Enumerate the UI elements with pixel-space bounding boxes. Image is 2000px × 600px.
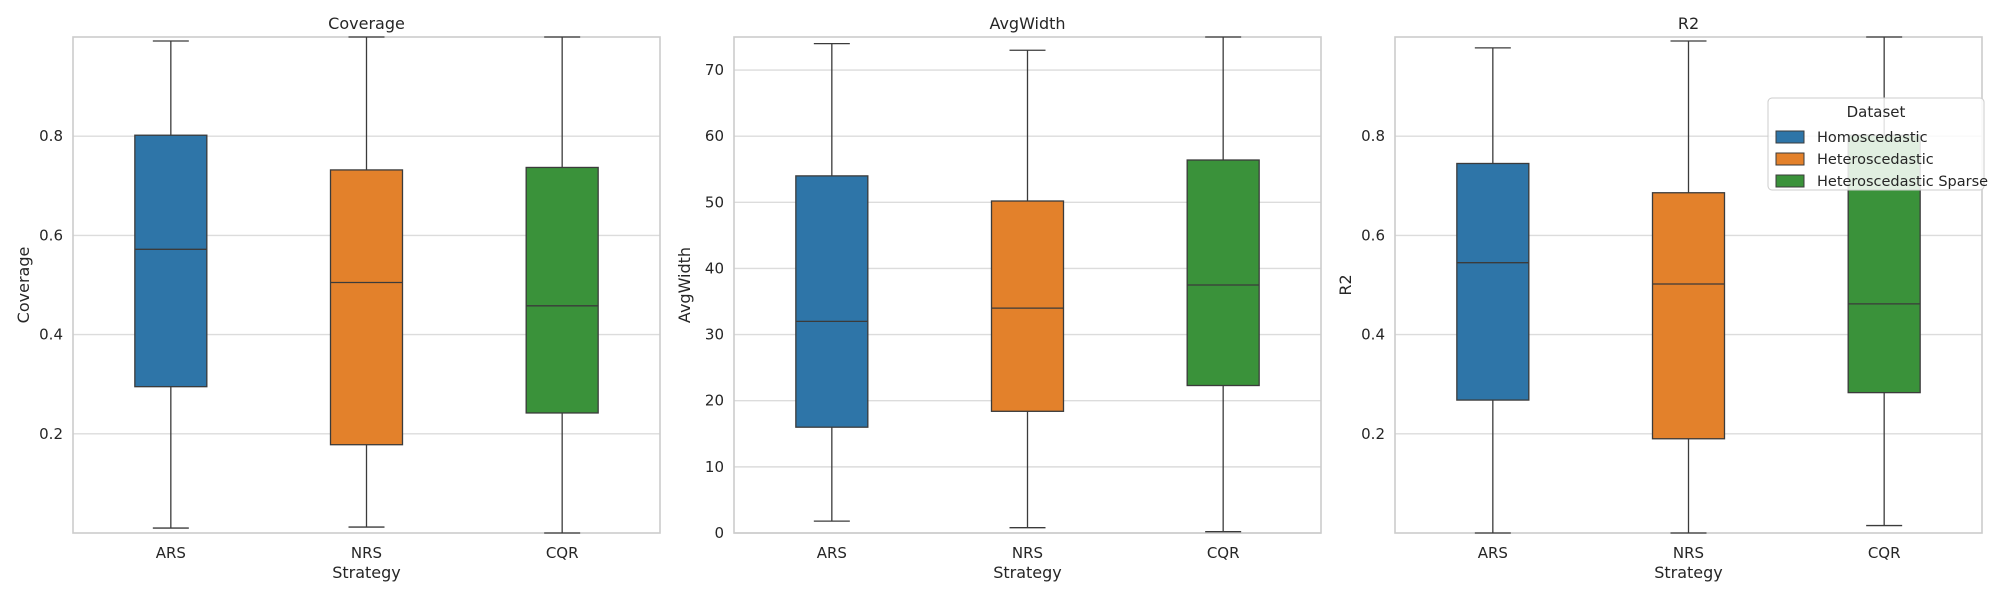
legend-entries: Homoscedastic Heteroscedastic Heteroscedas… xyxy=(1775,130,1988,190)
y-tick-label: 0.4 xyxy=(1361,326,1385,344)
box-iqr xyxy=(990,200,1065,412)
box-iqr xyxy=(134,134,208,388)
y-tick-label: 0.8 xyxy=(39,127,63,145)
box-ars xyxy=(795,42,869,522)
panel-coverage: 0.2 0.4 0.6 0.8 ARS NRS CQR Coverage Strategy Cov… xyxy=(14,14,661,582)
y-axis-label: R2 xyxy=(1336,274,1355,295)
panel-title: R2 xyxy=(1678,14,1699,33)
legend-entry: Heteroscedastic Sparse xyxy=(1775,174,1988,190)
box-nrs xyxy=(990,49,1065,529)
box-iqr xyxy=(795,175,869,428)
y-tick-label: 60 xyxy=(705,127,724,145)
legend: Dataset Homoscedastic Heteroscedastic Hete… xyxy=(1767,97,1988,191)
legend-swatch xyxy=(1775,152,1805,166)
y-tick-label: 0.6 xyxy=(39,226,63,244)
box-iqr xyxy=(329,169,404,446)
y-tick-label: 0 xyxy=(714,524,724,542)
x-tick-label: ARS xyxy=(156,544,186,562)
x-tick-label: NRS xyxy=(1012,544,1043,562)
box-cqr xyxy=(525,36,599,534)
x-tick-label: CQR xyxy=(1207,544,1240,562)
x-tick-label: ARS xyxy=(1478,544,1508,562)
y-tick-label: 50 xyxy=(705,193,724,211)
legend-entry: Homoscedastic xyxy=(1775,130,1928,146)
y-tick-label: 0.6 xyxy=(1361,226,1385,244)
plot-frame xyxy=(733,36,1322,534)
legend-title: Dataset xyxy=(1847,103,1906,121)
box-iqr xyxy=(1651,192,1726,440)
box-nrs xyxy=(1651,40,1726,534)
x-tick-label: CQR xyxy=(1868,544,1901,562)
legend-swatch xyxy=(1775,174,1805,188)
legend-label: Heteroscedastic xyxy=(1817,152,1934,168)
x-tick-label: ARS xyxy=(817,544,847,562)
legend-label: Heteroscedastic Sparse xyxy=(1817,174,1988,190)
x-tick-label: NRS xyxy=(1673,544,1704,562)
x-axis-label: Strategy xyxy=(1654,563,1723,582)
y-tick-label: 0.4 xyxy=(39,326,63,344)
panel-title: Coverage xyxy=(328,14,405,33)
y-tick-label: 20 xyxy=(705,392,724,410)
panels: 0.2 0.4 0.6 0.8 ARS NRS CQR Coverage Strategy Cov… xyxy=(14,14,1983,582)
y-tick-label: 40 xyxy=(705,259,724,277)
y-tick-label: 30 xyxy=(705,326,724,344)
box-ars xyxy=(134,40,208,529)
panel-avgwidth: 0 10 20 30 40 50 60 70 ARS NRS CQR AvgWidth Strategy… xyxy=(675,14,1322,582)
y-tick-label: 0.2 xyxy=(1361,425,1385,443)
panel-title: AvgWidth xyxy=(989,14,1065,33)
x-axis-label: Strategy xyxy=(332,563,401,582)
box-cqr xyxy=(1186,36,1260,533)
box-ars xyxy=(1456,47,1530,534)
legend-label: Homoscedastic xyxy=(1817,130,1928,146)
box-iqr xyxy=(525,166,599,414)
box-iqr xyxy=(1456,162,1530,401)
box-nrs xyxy=(329,36,404,528)
legend-entry: Heteroscedastic xyxy=(1775,152,1934,168)
x-tick-label: CQR xyxy=(546,544,579,562)
x-axis-label: Strategy xyxy=(993,563,1062,582)
y-tick-label: 70 xyxy=(705,61,724,79)
panel-r2: 0.2 0.4 0.6 0.8 ARS NRS CQR R2 Strategy R2 xyxy=(1336,14,1983,582)
box-iqr xyxy=(1186,159,1260,387)
y-tick-label: 0.2 xyxy=(39,425,63,443)
y-tick-label: 0.8 xyxy=(1361,127,1385,145)
legend-frame xyxy=(1767,97,1985,191)
y-tick-label: 10 xyxy=(705,458,724,476)
y-axis-label: Coverage xyxy=(14,247,33,324)
x-tick-label: NRS xyxy=(351,544,382,562)
y-axis-label: AvgWidth xyxy=(675,247,694,323)
legend-swatch xyxy=(1775,130,1805,144)
